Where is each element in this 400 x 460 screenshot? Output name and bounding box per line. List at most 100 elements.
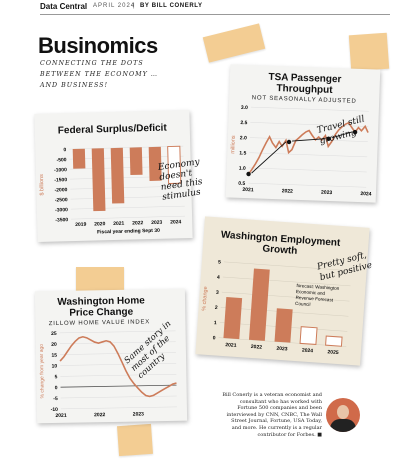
author-suit xyxy=(330,419,356,432)
y-tick-label: -5 xyxy=(53,396,58,402)
x-tick-label: 2022 xyxy=(94,412,105,418)
bar xyxy=(72,148,86,169)
trend-arrow xyxy=(331,131,353,139)
y-tick-label: 5 xyxy=(55,374,58,380)
y-tick-label: -10 xyxy=(51,407,59,413)
x-tick-label: 2022 xyxy=(251,344,263,351)
masthead-title: Businomics xyxy=(38,33,158,58)
chart-surplus: 0 -500 -1000 -1500 -2000 -2500 -3000 -3500 $ bil… xyxy=(39,145,186,236)
series-line xyxy=(247,121,369,175)
gridline xyxy=(70,205,185,210)
masthead-tagline: CONNECTING THE DOTS BETWEEN THE ECONOMY … xyxy=(40,60,159,89)
gridline xyxy=(250,106,369,112)
y-tick-label: 0 xyxy=(213,335,216,341)
byline: BY BILL CONERLY xyxy=(140,3,203,9)
gridline xyxy=(59,330,176,334)
gridline xyxy=(249,152,368,158)
y-tick-label: 0.5 xyxy=(238,181,245,187)
marker-dot xyxy=(352,129,358,135)
header-separator: | xyxy=(133,3,135,9)
tape-piece xyxy=(116,423,154,457)
bar xyxy=(129,147,143,176)
gridline xyxy=(221,291,350,302)
x-tick-label: 2021 xyxy=(225,342,237,349)
y-tick-label: 1.0 xyxy=(239,166,246,172)
forecast-note: Council xyxy=(295,301,311,307)
x-tick-label: 2021 xyxy=(113,221,124,227)
x-tick-label: 2024 xyxy=(360,191,372,197)
gridline xyxy=(250,122,369,127)
x-tick-label: 2024 xyxy=(170,219,181,225)
chart-home: 25 20 15 10 5 0 -5 -10 % change from year ago 202… xyxy=(39,330,177,419)
x-tick-label: 2023 xyxy=(133,411,144,417)
gridline xyxy=(59,341,176,344)
y-tick-label: 20 xyxy=(51,342,57,348)
y-tick-label: -1000 xyxy=(54,167,67,173)
y-tick-label: 0 xyxy=(63,147,66,153)
y-tick-label: -2000 xyxy=(54,187,67,193)
y-tick-label: -1500 xyxy=(54,177,67,183)
marker-dot xyxy=(246,171,251,177)
x-tick-label: 2021 xyxy=(242,187,254,193)
y-tick-label: 25 xyxy=(51,331,57,337)
gridline xyxy=(248,182,367,188)
chart-subtitle-home: ZILLOW HOME VALUE INDEX xyxy=(48,319,151,328)
panel-surplus: Federal Surplus/Deficit 0 -500 -1000 -1500 -… xyxy=(34,109,193,243)
x-tick-label: 2022 xyxy=(132,220,143,226)
header-rule xyxy=(40,14,390,15)
gridline xyxy=(69,165,184,170)
y-tick-label: 1.5 xyxy=(239,150,246,156)
gridline xyxy=(60,374,177,377)
note-surplus: Economy doesn't need this stimulus xyxy=(157,157,204,202)
issue-label: APRIL 2024 xyxy=(93,3,136,9)
bar xyxy=(248,268,270,341)
author-bio-text: Bill Conerly is a veteran economist and … xyxy=(222,392,322,438)
gridline xyxy=(60,406,177,410)
x-tick-label: 2023 xyxy=(151,220,162,226)
x-tick-label: 2024 xyxy=(302,348,314,355)
bar xyxy=(299,326,318,345)
x-tick-label: 2022 xyxy=(282,188,294,194)
y-tick-label: -3000 xyxy=(55,207,68,213)
gridline xyxy=(70,195,185,200)
y-tick-label: 10 xyxy=(52,364,58,370)
y-tick-label: 1 xyxy=(214,320,217,326)
tape-piece xyxy=(348,32,390,72)
section-label: Data Central xyxy=(40,2,88,11)
y-tick-label: -500 xyxy=(56,157,66,163)
bar xyxy=(110,147,125,204)
end-mark: ■ xyxy=(317,431,322,438)
chart-title-surplus: Federal Surplus/Deficit xyxy=(57,122,167,137)
x-tick-label: 2023 xyxy=(276,346,288,353)
y-axis-label: millions xyxy=(230,135,237,154)
y-axis-label: % change from year ago xyxy=(39,344,46,399)
x-axis-label: Fiscal year ending Sept 30 xyxy=(97,228,160,236)
y-tick-label: 4 xyxy=(217,275,220,281)
chart-title-employment: Washington Employment Growth xyxy=(220,229,341,257)
x-tick-label: 2020 xyxy=(94,221,105,227)
y-tick-label: 5 xyxy=(218,259,221,265)
y-axis-label: % change xyxy=(201,286,209,311)
gridline xyxy=(60,395,177,399)
trend-arrow xyxy=(251,141,287,174)
y-tick-label: -2500 xyxy=(55,197,68,203)
bar xyxy=(91,148,106,212)
y-tick-label: 3.0 xyxy=(241,105,248,111)
chart-title-tsa: TSA Passenger Throughput xyxy=(268,71,342,97)
marker-dot xyxy=(286,139,292,145)
chart-employment: 5 4 3 2 1 0 % change 2021 2022 2023 2024 2025 foreca… xyxy=(201,259,352,356)
gridline xyxy=(70,175,185,180)
panel-employment: Washington Employment Growth 5 4 3 2 1 0 % cha… xyxy=(195,216,370,366)
x-tick-label: 2021 xyxy=(55,413,66,419)
gridline xyxy=(69,145,184,150)
bar xyxy=(223,297,243,340)
gridline xyxy=(223,261,352,272)
gridline xyxy=(60,384,177,388)
forecast-note: forecast: Washington xyxy=(296,283,340,291)
chart-tsa: 3.0 2.5 2.0 1.5 1.0 0.5 millions 2021 2022 2023 20… xyxy=(230,105,372,198)
gridline xyxy=(69,155,184,160)
y-tick-label: 0 xyxy=(55,385,58,391)
y-tick-label: 2 xyxy=(215,305,218,311)
gridline xyxy=(70,185,185,190)
y-tick-label: 15 xyxy=(51,353,57,359)
